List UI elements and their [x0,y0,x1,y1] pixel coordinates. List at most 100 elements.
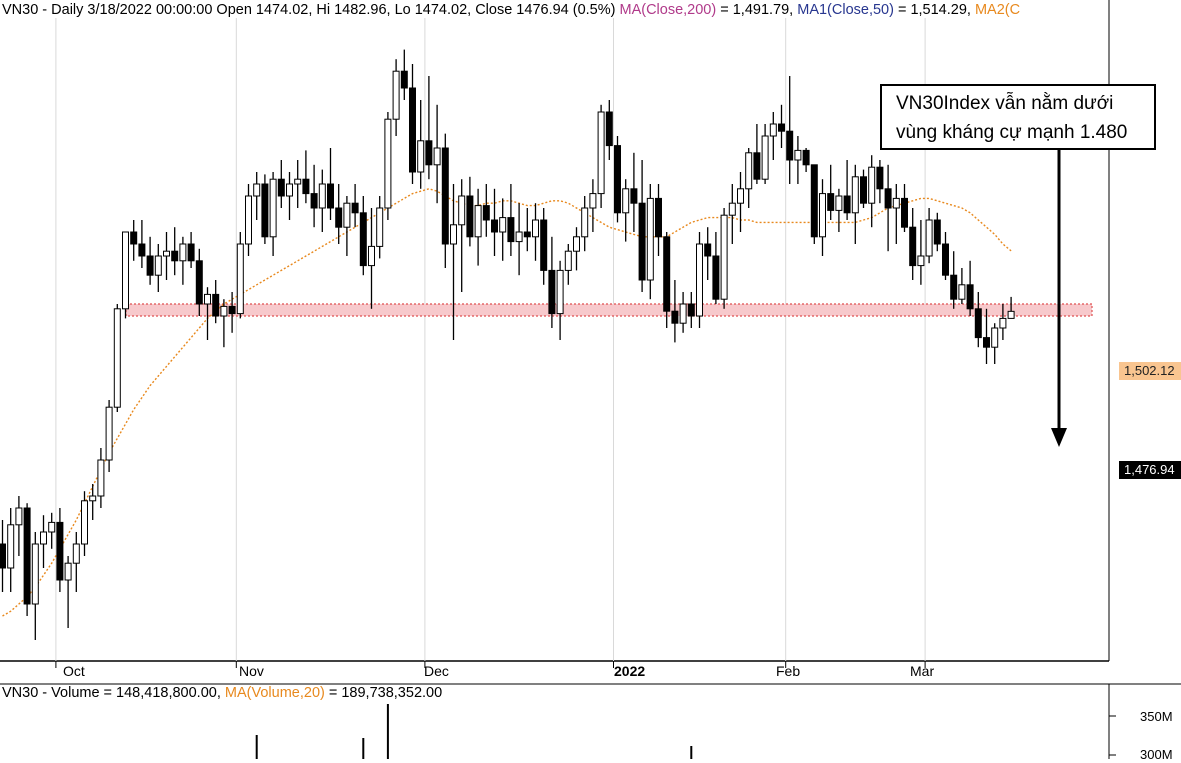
candle-body-up [892,197,900,209]
candle-body-up [318,183,326,209]
volume-axis-ticks [1109,715,1116,756]
header-ma50-value: = 1,514.29, [893,2,975,18]
candles-layer [0,49,1015,640]
candle-body-down [261,183,269,238]
candle-body-down [0,543,6,569]
candle-22 [179,236,187,285]
candle-body-down [138,243,146,257]
candle-body-down [753,152,761,180]
candle-body-down [302,178,310,195]
candle-body-up [958,284,966,300]
candle-102 [835,188,843,232]
candle-123 [1007,296,1015,319]
candle-20 [163,232,170,280]
candle-79 [646,184,654,300]
candle-body-down [507,217,515,243]
candle-body-up [433,147,441,166]
candle-body-up [925,219,933,257]
candle-116 [950,251,958,309]
candle-body-up [72,543,80,564]
candle-50 [409,64,416,184]
candle-103 [843,160,851,220]
volume-header: VN30 - Volume = 148,418,800.00, MA(Volum… [2,684,442,702]
candle-body-down [671,310,679,324]
candle-91 [745,148,753,208]
candle-56 [458,179,466,292]
x-label-oct: Oct [63,663,85,679]
candle-6 [48,512,56,549]
candle-93 [761,124,769,184]
candle-107 [876,160,884,204]
candle-17 [138,220,146,268]
candle-14 [113,304,121,412]
candle-body-down [523,231,531,238]
candle-13 [105,400,113,472]
candle-body-down [966,284,974,310]
volume-ma-label: MA(Volume,20) [224,685,325,701]
candle-37 [302,150,310,204]
candle-body-down [884,188,892,209]
candle-body-up [417,140,425,173]
candle-body-down [663,236,671,312]
annotation-callout: VN30Index vẫn nằm dưới vùng kháng cự mạn… [880,84,1156,150]
candle-body-up [236,243,244,315]
candle-122 [999,304,1007,340]
candle-72 [589,179,597,232]
candle-4 [31,532,39,640]
candle-body-up [999,317,1007,329]
candle-body-up [589,193,597,209]
candle-body-up [15,507,23,526]
candle-body-up [269,178,277,238]
candle-body-down [327,183,334,209]
candle-body-down [310,193,318,209]
x-label-mar: Mar [910,663,935,679]
candle-body-up [294,178,302,185]
candle-3 [23,503,31,616]
candle-87 [712,232,720,304]
candle-body-up [458,195,466,226]
candle-body-down [933,219,941,245]
candle-51 [417,100,425,189]
candle-body-up [499,217,507,233]
candle-85 [696,232,703,328]
candle-body-up [474,205,482,238]
candle-body-up [31,543,39,605]
resistance-zone [125,303,1093,317]
candle-7 [56,508,64,592]
candle-99 [810,164,818,244]
last-price-tag: 1,476.94 [1119,461,1181,479]
candle-47 [384,112,392,220]
candle-15 [122,231,129,319]
candle-113 [925,208,933,264]
candle-body-up [40,531,47,545]
candle-39 [318,169,326,232]
candle-30 [245,184,252,256]
candle-26 [212,280,220,324]
candle-body-up [204,293,211,305]
candle-body-down [491,219,498,233]
candle-body-up [343,202,351,228]
ma-line [2,188,1012,617]
candle-body-down [901,197,908,228]
candle-body-up [745,152,753,190]
candle-body-down [335,207,343,228]
candle-body-up [769,123,777,137]
header-ohlc: VN30 - Daily 3/18/2022 00:00:00 Open 147… [2,2,616,18]
candle-108 [884,164,892,252]
candle-54 [441,133,449,268]
candle-25 [204,287,211,340]
candle-body-down [409,87,416,173]
candle-body-down [56,521,64,581]
candle-43 [351,184,359,228]
candle-0 [0,520,6,592]
volume-header-value: VN30 - Volume = 148,418,800.00, [2,685,225,701]
candle-body-up [597,111,605,195]
candle-32 [261,174,269,244]
candle-body-up [556,269,564,315]
header-ma50-label: MA1(Close,50) [797,2,894,18]
candle-body-down [277,178,285,197]
candle-112 [917,220,925,285]
candle-body-up [245,195,252,245]
candle-97 [794,136,802,184]
